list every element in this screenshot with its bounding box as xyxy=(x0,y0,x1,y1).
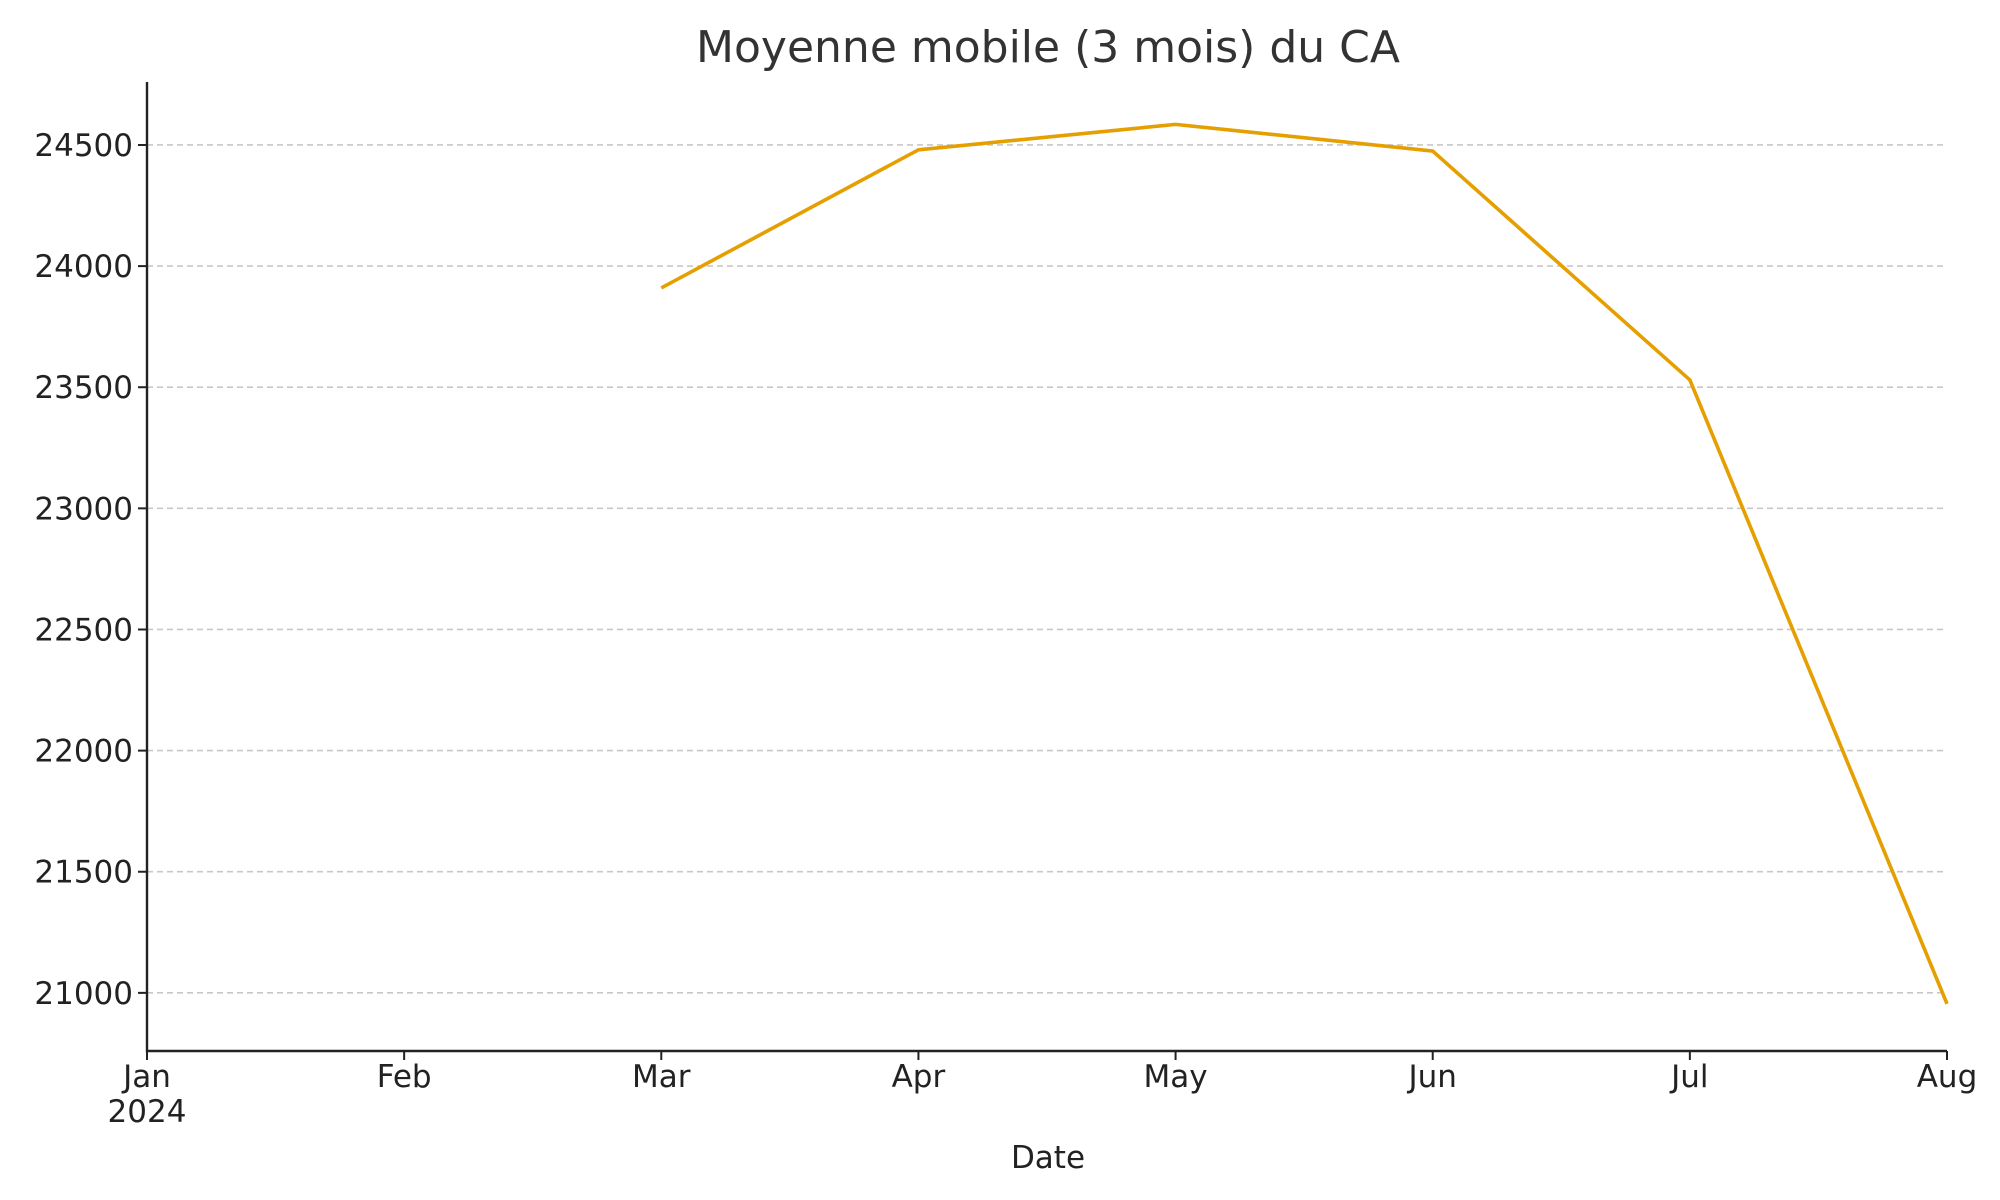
axes xyxy=(145,82,1947,1053)
gridlines xyxy=(147,144,1947,994)
series-line-0 xyxy=(660,122,1949,1005)
series-layer xyxy=(660,122,1949,1005)
x-tick-label: Mar xyxy=(632,1059,691,1095)
y-tick-label: 21500 xyxy=(34,855,133,891)
y-tick-label: 21000 xyxy=(34,976,133,1012)
x-tick-label: May xyxy=(1144,1059,1208,1095)
y-axis-ticks: 21000 21500 22000 22500 23000 23500 24000 24500 xyxy=(34,128,147,1012)
x-tick-label: Feb xyxy=(377,1059,432,1095)
x-tick-label: Aug xyxy=(1917,1059,1978,1095)
y-tick-label: 23500 xyxy=(34,370,133,406)
y-tick-label: 22000 xyxy=(34,734,133,770)
x-tick-year-label: 2024 xyxy=(108,1094,187,1130)
chart-title: Moyenne mobile (3 mois) du CA xyxy=(696,22,1400,73)
x-tick-label: Apr xyxy=(892,1059,946,1095)
x-tick-label: Jul xyxy=(1669,1059,1708,1095)
x-axis-label: Date xyxy=(1011,1140,1085,1176)
y-tick-label: 23000 xyxy=(34,491,133,527)
x-tick-label: Jun xyxy=(1406,1059,1456,1095)
x-tick-label: Jan xyxy=(121,1059,171,1095)
y-tick-label: 24500 xyxy=(34,128,133,164)
y-tick-label: 24000 xyxy=(34,249,133,285)
y-tick-label: 22500 xyxy=(34,612,133,648)
